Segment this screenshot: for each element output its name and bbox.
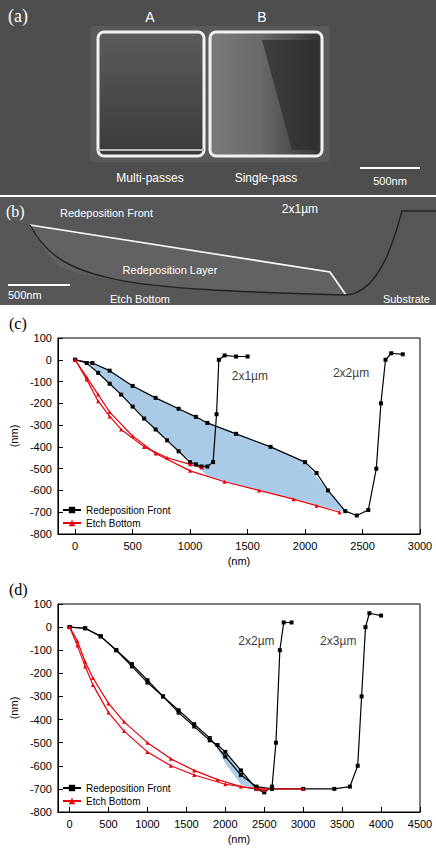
svg-text:0: 0 [72,540,78,552]
svg-text:0: 0 [67,818,73,830]
svg-text:2500: 2500 [252,818,276,830]
svg-text:Substrate: Substrate [383,293,430,305]
svg-text:(nm): (nm) [228,555,251,567]
svg-text:4000: 4000 [369,818,393,830]
svg-text:-400: -400 [30,441,52,453]
svg-text:Multi-passes: Multi-passes [116,171,183,185]
svg-text:2000: 2000 [213,818,237,830]
svg-text:Etch Bottom: Etch Bottom [86,518,140,529]
svg-text:2x2µm: 2x2µm [333,366,369,380]
svg-text:2000: 2000 [293,540,317,552]
svg-text:1000: 1000 [178,540,202,552]
svg-text:-300: -300 [30,419,52,431]
svg-text:-100: -100 [30,644,52,656]
svg-text:Etch Bottom: Etch Bottom [110,293,170,305]
svg-text:(a): (a) [8,6,28,27]
svg-text:2x1µm: 2x1µm [232,369,268,383]
svg-text:-200: -200 [30,397,52,409]
svg-text:-600: -600 [30,760,52,772]
svg-text:Redeposition Front: Redeposition Front [86,505,171,516]
svg-text:1000: 1000 [135,818,159,830]
svg-text:Redeposition Front: Redeposition Front [86,783,171,794]
svg-text:Redeposition Layer: Redeposition Layer [123,264,218,276]
svg-text:Etch Bottom: Etch Bottom [86,796,140,807]
svg-text:3000: 3000 [291,818,315,830]
svg-text:100: 100 [34,598,52,610]
svg-text:(nm): (nm) [228,833,251,845]
svg-text:500nm: 500nm [8,289,42,301]
svg-text:2500: 2500 [350,540,374,552]
svg-text:Redeposition Front: Redeposition Front [60,207,153,219]
svg-text:3500: 3500 [330,818,354,830]
svg-text:Single-pass: Single-pass [235,171,298,185]
svg-text:-100: -100 [30,376,52,388]
svg-text:-300: -300 [30,690,52,702]
svg-text:-200: -200 [30,667,52,679]
svg-text:0: 0 [46,354,52,366]
svg-text:4500: 4500 [408,818,432,830]
svg-text:(d): (d) [9,581,28,599]
svg-text:500: 500 [123,540,141,552]
svg-text:-700: -700 [30,506,52,518]
svg-text:-800: -800 [30,528,52,540]
svg-text:-600: -600 [30,484,52,496]
svg-text:3000: 3000 [408,540,432,552]
svg-text:(b): (b) [6,203,25,221]
svg-text:B: B [257,9,266,25]
svg-text:-700: -700 [30,783,52,795]
svg-text:2x2µm: 2x2µm [238,634,274,648]
svg-text:500nm: 500nm [373,175,407,187]
svg-text:-500: -500 [30,737,52,749]
svg-text:(nm): (nm) [8,697,20,720]
svg-text:500: 500 [99,818,117,830]
svg-text:1500: 1500 [235,540,259,552]
svg-text:-800: -800 [30,806,52,818]
svg-text:-500: -500 [30,463,52,475]
svg-text:(c): (c) [9,315,27,333]
svg-text:0: 0 [46,621,52,633]
svg-text:1500: 1500 [174,818,198,830]
svg-text:2x1µm: 2x1µm [282,202,318,216]
svg-text:2x3µm: 2x3µm [320,634,356,648]
svg-text:A: A [145,9,155,25]
svg-text:100: 100 [34,332,52,344]
svg-text:(nm): (nm) [8,425,20,448]
svg-text:-400: -400 [30,714,52,726]
